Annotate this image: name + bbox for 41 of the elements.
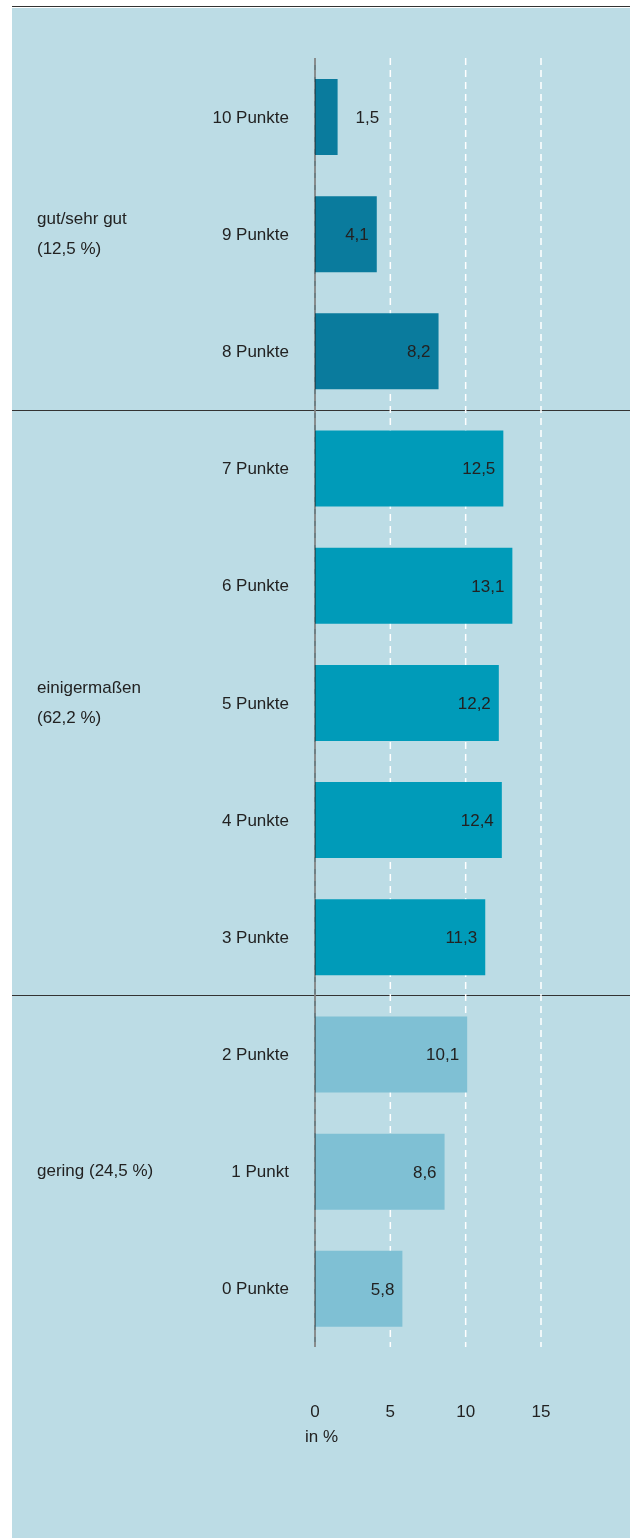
- y-tick-label: 3 Punkte: [221, 927, 289, 947]
- bar: [315, 196, 377, 273]
- y-tick-label: 0 Punkte: [221, 1279, 289, 1299]
- y-tick-label: 2 Punkte: [221, 1045, 289, 1065]
- bar: [315, 79, 338, 155]
- y-tick-label: 6 Punkte: [221, 576, 289, 596]
- text: gering (24,5 %): [37, 1160, 155, 1183]
- y-tick-label: 5 Punkte: [221, 693, 289, 713]
- x-tick-label: 0: [310, 1402, 320, 1422]
- bar: [315, 547, 513, 624]
- bar: [315, 1016, 468, 1093]
- bar: [315, 899, 486, 976]
- x-tick-label: 10: [456, 1402, 476, 1422]
- y-tick-label: 8 Punkte: [221, 341, 289, 361]
- data-label: 13,1: [471, 576, 505, 596]
- data-label: 8,6: [412, 1162, 437, 1182]
- data-label: 8,2: [406, 342, 431, 362]
- data-label: 4,1: [345, 225, 369, 245]
- x-axis-title: in %: [305, 1427, 339, 1447]
- bar: [315, 782, 502, 859]
- y-tick-label: 9 Punkte: [221, 224, 289, 244]
- x-tick-label: 5: [385, 1402, 396, 1422]
- data-label: 12,2: [457, 693, 491, 713]
- data-label: 12,5: [462, 459, 496, 479]
- y-tick-label: 7 Punkte: [221, 459, 289, 479]
- data-label: 10,1: [426, 1045, 460, 1065]
- bar: [315, 430, 504, 507]
- bar: [315, 1133, 445, 1210]
- data-label: 12,4: [460, 811, 494, 831]
- data-label: 11,3: [445, 928, 478, 948]
- data-label: 1,5: [355, 107, 380, 127]
- x-tick-label: 15: [531, 1402, 551, 1422]
- data-label: 5,8: [370, 1279, 395, 1299]
- bar: [315, 313, 439, 390]
- bar: [315, 664, 499, 741]
- y-tick-label: 1 Punkt: [231, 1162, 290, 1182]
- y-tick-label: 10 Punkte: [212, 107, 289, 127]
- bar: [315, 1250, 403, 1327]
- text: gut/sehr gut (12,5 %): [37, 207, 128, 260]
- text: einigermaßen (62,2 %): [37, 676, 142, 729]
- y-tick-label: 4 Punkte: [221, 810, 289, 830]
